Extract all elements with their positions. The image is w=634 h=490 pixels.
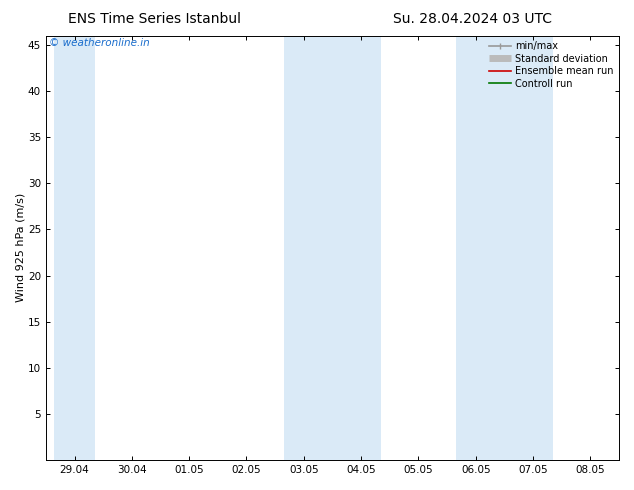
Text: Su. 28.04.2024 03 UTC: Su. 28.04.2024 03 UTC xyxy=(393,12,552,26)
Legend: min/max, Standard deviation, Ensemble mean run, Controll run: min/max, Standard deviation, Ensemble me… xyxy=(486,38,617,93)
Bar xyxy=(55,36,94,460)
Bar xyxy=(284,36,381,460)
Text: © weatheronline.in: © weatheronline.in xyxy=(49,38,150,48)
Bar xyxy=(456,36,553,460)
Text: ENS Time Series Istanbul: ENS Time Series Istanbul xyxy=(68,12,241,26)
Y-axis label: Wind 925 hPa (m/s): Wind 925 hPa (m/s) xyxy=(15,193,25,302)
